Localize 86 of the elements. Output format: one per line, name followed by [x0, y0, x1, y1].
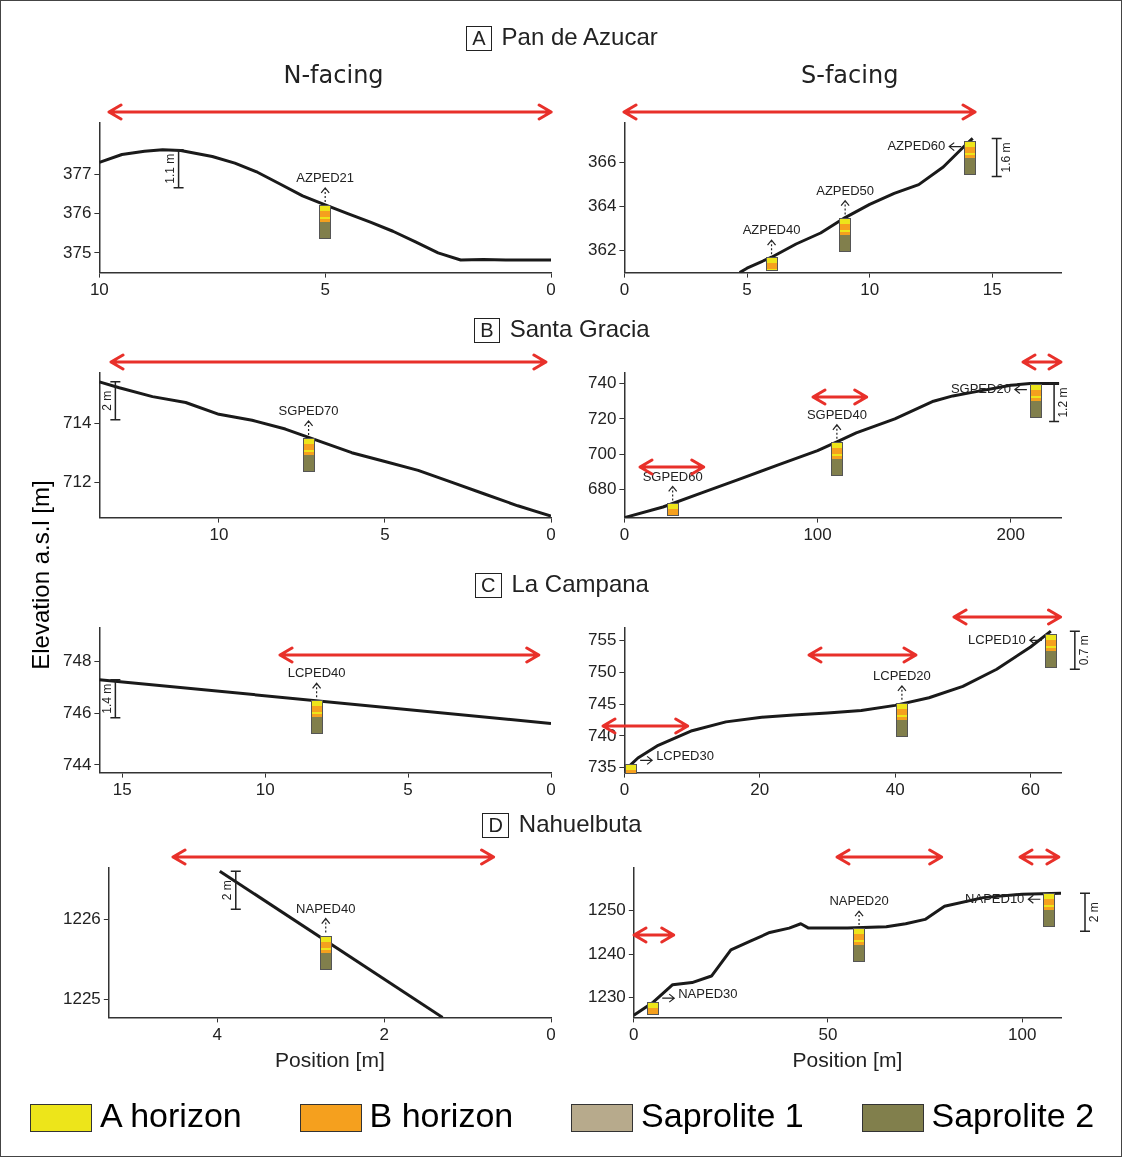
x-tick-label: 0	[546, 525, 556, 545]
x-tick-label: 0	[629, 1025, 639, 1045]
y-tick-label: 362	[587, 240, 617, 260]
x-tick-label: 200	[996, 525, 1025, 545]
x-tick-label: 60	[1021, 780, 1040, 800]
y-tick-label: 720	[587, 408, 617, 428]
annotation: SGPED40	[806, 406, 867, 422]
y-tick-label: 366	[587, 152, 617, 172]
chart-subtitle: N-facing	[283, 61, 384, 89]
annotation: LCPED20	[873, 667, 931, 683]
annotation: 1.2 m	[1056, 387, 1071, 418]
chart-subtitle: S-facing	[801, 61, 899, 89]
x-tick-label: 100	[1007, 1025, 1037, 1045]
annotation: 1.6 m	[999, 142, 1013, 173]
y-tick-label: 714	[62, 412, 92, 432]
y-tick-label: 376	[62, 203, 92, 223]
chart-title: A Pan de Azucar	[471, 23, 658, 51]
y-tick-label: 377	[62, 163, 92, 183]
annotation: LCPED30	[656, 747, 714, 763]
y-tick-label: 680	[587, 479, 617, 499]
x-tick-label: 0	[619, 525, 630, 545]
y-tick-label: 712	[62, 471, 92, 491]
y-tick-label: 364	[587, 196, 617, 216]
annotation: LCPED40	[287, 665, 346, 681]
text: B horizon	[369, 1096, 514, 1134]
x-tick-label: 5	[403, 780, 413, 800]
annotation: SGPED70	[278, 403, 339, 418]
x-tick-label: 5	[742, 280, 752, 300]
x-axis-title: Position [m]	[275, 1048, 385, 1072]
annotation: AZPED40	[742, 222, 801, 238]
x-tick-label: 40	[885, 780, 905, 800]
annotation: AZPED50	[816, 182, 875, 198]
x-tick-label: 50	[818, 1025, 838, 1045]
y-tick-label: 740	[587, 373, 617, 393]
annotation: 1.4 m	[99, 683, 114, 714]
x-tick-label: 0	[546, 780, 556, 800]
y-axis-title: Elevation a.s.l [m]	[27, 479, 55, 672]
x-tick-label: 10	[255, 780, 275, 800]
text: Saprolite 1	[641, 1096, 804, 1134]
x-tick-label: 10	[209, 525, 229, 545]
chart-title: D Nahuelbuta	[487, 810, 642, 838]
x-tick-label: 2	[379, 1025, 389, 1045]
y-tick-label: 375	[62, 242, 92, 262]
y-tick-label: 755	[587, 630, 617, 650]
x-tick-label: 20	[750, 780, 770, 800]
x-tick-label: 0	[619, 780, 630, 800]
x-tick-label: 5	[320, 280, 330, 300]
y-tick-label: 748	[62, 651, 92, 671]
y-tick-label: 746	[62, 702, 92, 722]
y-tick-label: 735	[587, 757, 617, 777]
text: 2 m	[1087, 902, 1102, 923]
x-tick-label: 15	[982, 280, 1002, 300]
x-tick-label: 10	[89, 280, 109, 300]
y-tick-label: 1250	[587, 900, 626, 920]
annotation: 2 m	[220, 880, 235, 901]
y-tick-label: 1230	[587, 987, 626, 1007]
x-tick-label: 15	[112, 780, 132, 800]
x-tick-label: 4	[212, 1025, 223, 1045]
annotation: 1.1 m	[162, 153, 177, 184]
chart-title: C La Campana	[480, 570, 649, 598]
y-tick-label: 750	[587, 662, 617, 682]
annotation: AZPED21	[296, 169, 355, 185]
text: A horizon	[99, 1096, 242, 1134]
x-axis-title: Position [m]	[792, 1048, 903, 1072]
x-tick-label: 10	[860, 280, 880, 300]
x-tick-label: 0	[546, 280, 556, 300]
annotation: NAPED40	[296, 900, 356, 916]
x-tick-label: 0	[546, 1025, 556, 1045]
text: Saprolite 2	[931, 1096, 1095, 1134]
annotation: NAPED20	[829, 893, 889, 909]
y-tick-label: 1225	[62, 988, 101, 1008]
annotation: SGPED60	[642, 468, 703, 484]
y-tick-label: 1240	[587, 943, 626, 963]
y-tick-label: 700	[587, 443, 617, 463]
annotation: 2 m	[99, 390, 114, 411]
annotation: AZPED60	[887, 138, 946, 154]
y-tick-label: 744	[62, 754, 92, 774]
annotation: NAPED30	[678, 985, 738, 1001]
x-tick-label: 5	[380, 525, 390, 545]
y-tick-label: 1226	[62, 909, 101, 929]
y-tick-label: 745	[587, 693, 617, 713]
x-tick-label: 0	[619, 280, 630, 300]
annotation: LCPED10	[968, 631, 1026, 647]
chart-title: B Santa Gracia	[479, 315, 650, 343]
x-tick-label: 100	[803, 525, 832, 545]
text: 0.7 m	[1077, 635, 1092, 666]
